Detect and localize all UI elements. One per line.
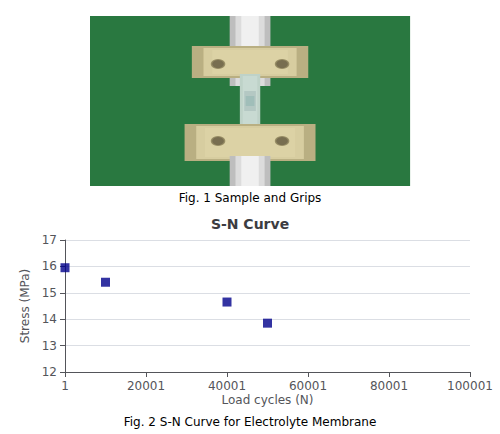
svg-text:Stress (MPa): Stress (MPa) — [18, 269, 32, 343]
svg-text:80001: 80001 — [370, 379, 408, 393]
svg-text:Load cycles (N): Load cycles (N) — [221, 393, 313, 407]
svg-text:S-N Curve: S-N Curve — [211, 216, 289, 232]
svg-text:16: 16 — [42, 259, 57, 273]
svg-text:17: 17 — [42, 233, 57, 247]
svg-text:13: 13 — [42, 339, 57, 353]
svg-text:12: 12 — [42, 365, 57, 379]
svg-text:Fig. 1 Sample and Grips: Fig. 1 Sample and Grips — [179, 191, 322, 205]
svg-text:60001: 60001 — [289, 379, 327, 393]
svg-text:14: 14 — [42, 312, 57, 326]
svg-text:1: 1 — [61, 379, 69, 393]
svg-text:15: 15 — [42, 286, 57, 300]
svg-text:100001: 100001 — [447, 379, 493, 393]
svg-text:Fig. 2 S-N Curve for Electroly: Fig. 2 S-N Curve for Electrolyte Membran… — [124, 415, 377, 429]
svg-text:20001: 20001 — [127, 379, 165, 393]
svg-text:40001: 40001 — [208, 379, 246, 393]
